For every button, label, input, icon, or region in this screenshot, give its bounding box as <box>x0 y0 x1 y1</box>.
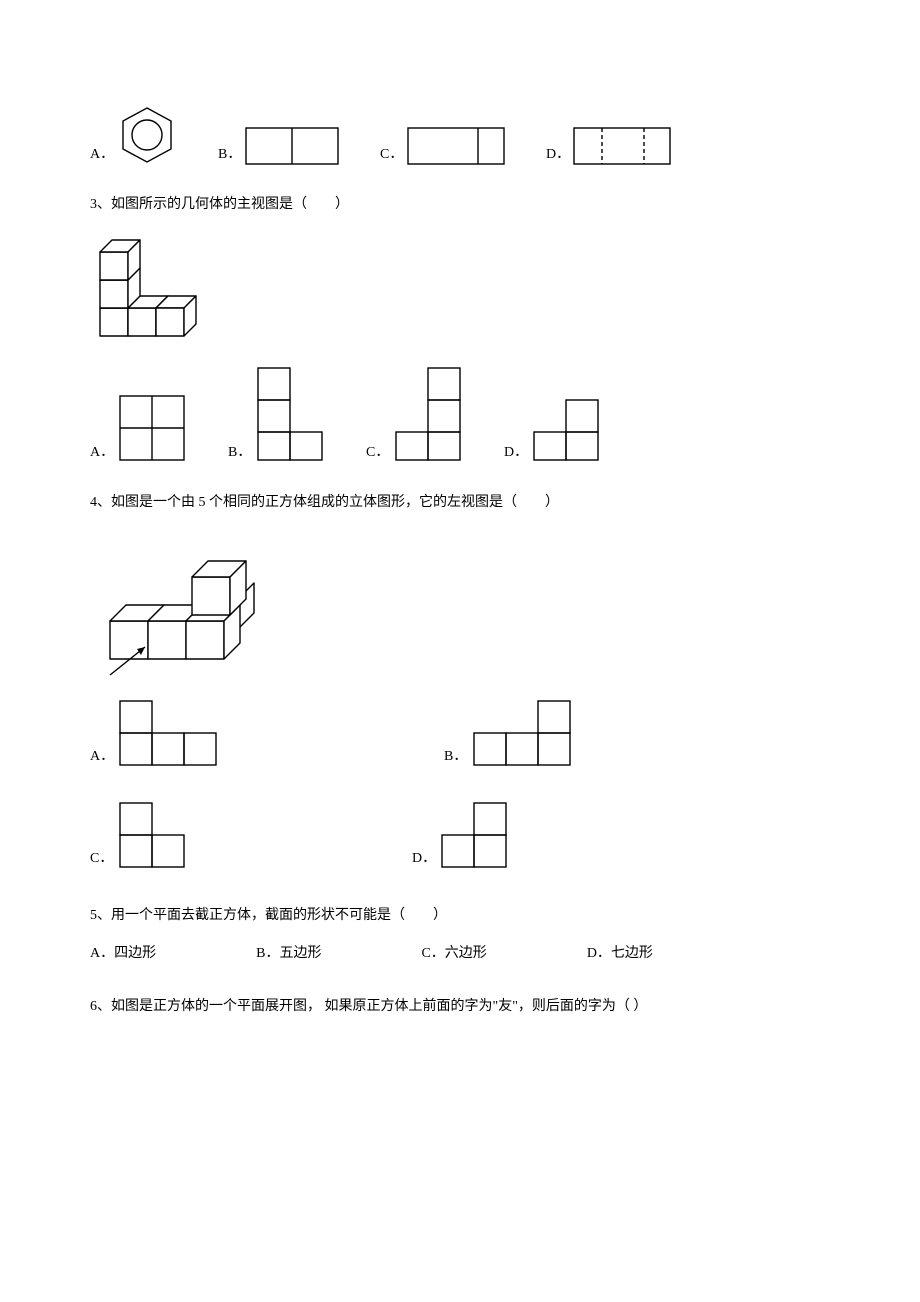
q2-label-b: B． <box>218 144 238 166</box>
q3-option-b: B． <box>228 364 326 464</box>
q4-options-row1: A． B． <box>90 697 830 769</box>
q3-option-d: D． <box>504 396 602 464</box>
rect-split-right-icon <box>406 126 506 166</box>
q3-label-d: D． <box>504 442 524 464</box>
q3-a-shape <box>116 392 188 464</box>
q4-label-c: C． <box>90 848 110 870</box>
q4-option-d: D． <box>412 799 514 871</box>
q5-text: 5、用一个平面去截正方体，截面的形状不可能是（ ） <box>90 905 830 927</box>
q3-options-row: A． B． C． D． <box>90 364 830 464</box>
rect-dashed-icon <box>572 126 672 166</box>
q2-label-a: A． <box>90 144 110 166</box>
q2-option-b: B． <box>218 126 340 166</box>
q4-3d-icon <box>90 529 290 679</box>
q3-text: 3、如图所示的几何体的主视图是（ ） <box>90 194 830 216</box>
q5-option-b: B．五边形 <box>256 943 321 965</box>
q6-text: 6、如图是正方体的一个平面展开图， 如果原正方体上前面的字为"友"，则后面的字为… <box>90 996 830 1018</box>
rect-split-center-icon <box>244 126 340 166</box>
q3-label-c: C． <box>366 442 386 464</box>
q2-option-a: A． <box>90 104 178 166</box>
q4-text: 4、如图是一个由 5 个相同的正方体组成的立体图形，它的左视图是（ ） <box>90 492 830 514</box>
q4-d-shape <box>438 799 514 871</box>
q3-label-b: B． <box>228 442 248 464</box>
q2-options-row: A． B． C． D． <box>90 104 830 166</box>
q2-label-c: C． <box>380 144 400 166</box>
q5-option-d: D．七边形 <box>587 943 653 965</box>
q3-3d-icon <box>90 230 220 350</box>
q5-option-a: A．四边形 <box>90 943 156 965</box>
q3-option-c: C． <box>366 364 464 464</box>
q3-option-a: A． <box>90 392 188 464</box>
q2-option-d: D． <box>546 126 672 166</box>
q4-b-shape <box>470 697 578 769</box>
q4-option-a: A． <box>90 697 224 769</box>
q4-options-row2: C． D． <box>90 799 830 871</box>
q3-label-a: A． <box>90 442 110 464</box>
q5-option-c: C．六边形 <box>421 943 486 965</box>
q4-solid-figure <box>90 529 830 679</box>
q3-b-shape <box>254 364 326 464</box>
q4-label-a: A． <box>90 746 110 768</box>
q4-option-b: B． <box>444 697 578 769</box>
q5-options: A．四边形 B．五边形 C．六边形 D．七边形 <box>90 943 830 965</box>
q3-d-shape <box>530 396 602 464</box>
q4-c-shape <box>116 799 192 871</box>
q3-c-shape <box>392 364 464 464</box>
q4-label-d: D． <box>412 848 432 870</box>
q2-label-d: D． <box>546 144 566 166</box>
hexagon-circle-icon <box>116 104 178 166</box>
q4-option-c: C． <box>90 799 192 871</box>
q2-option-c: C． <box>380 126 506 166</box>
q3-solid-figure <box>90 230 830 350</box>
q4-a-shape <box>116 697 224 769</box>
q4-label-b: B． <box>444 746 464 768</box>
